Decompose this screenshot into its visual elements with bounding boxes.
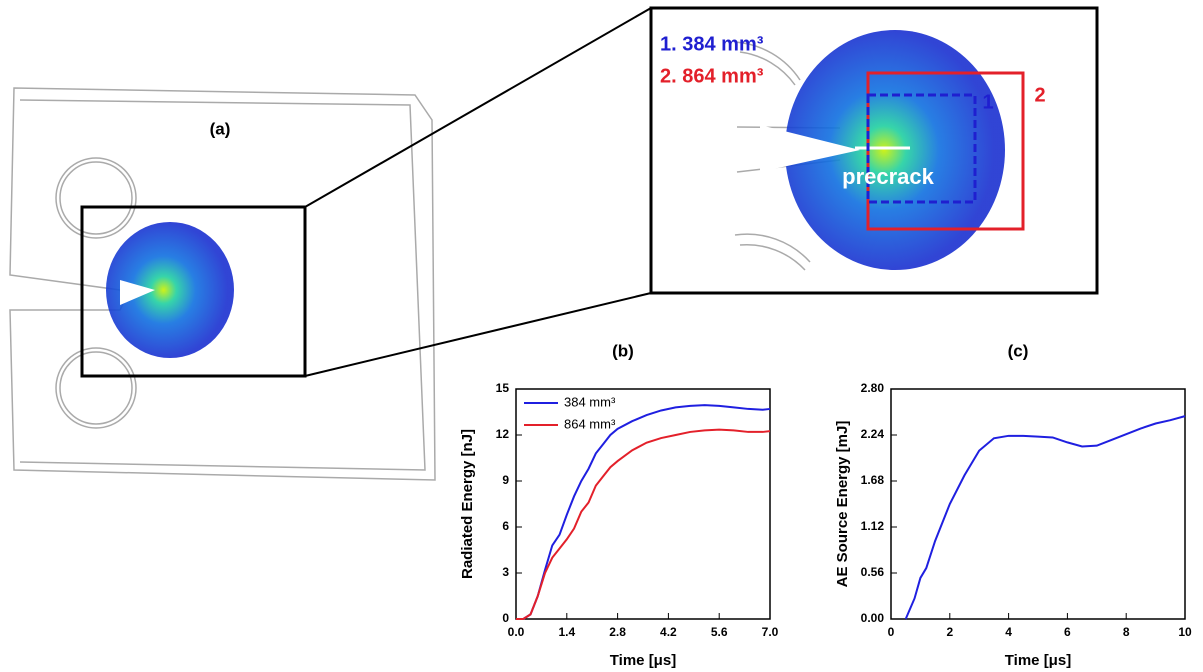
y-tick-label: 0.00 xyxy=(861,611,885,625)
y-axis-label: Radiated Energy [nJ] xyxy=(459,429,476,579)
y-tick-label: 0.56 xyxy=(861,565,885,579)
chart-title: (b) xyxy=(612,341,634,360)
blob xyxy=(106,222,234,358)
y-tick-label: 2.80 xyxy=(861,381,885,395)
y-tick-label: 1.68 xyxy=(861,473,885,487)
x-tick-label: 6 xyxy=(1064,625,1071,639)
x-tick-label: 1.4 xyxy=(558,625,575,639)
volume-1: 1. 384 mm³ xyxy=(660,33,764,55)
x-tick-label: 7.0 xyxy=(762,625,779,639)
x-tick-label: 4 xyxy=(1005,625,1012,639)
x-tick-label: 5.6 xyxy=(711,625,728,639)
zoom-line xyxy=(304,292,652,377)
legend-label: 384 mm³ xyxy=(564,394,616,409)
plot-frame xyxy=(515,388,771,620)
x-tick-label: 0 xyxy=(888,625,895,639)
zoom-blob xyxy=(785,30,1005,270)
panel-a-label: (a) xyxy=(210,119,231,138)
y-tick-label: 9 xyxy=(502,473,509,487)
zoom-box xyxy=(80,205,307,378)
volume-2: 2. 864 mm³ xyxy=(660,65,764,87)
x-axis-label: Time [μs] xyxy=(1005,652,1071,669)
data-line xyxy=(516,428,771,620)
region-1 xyxy=(866,93,977,204)
notch xyxy=(120,280,155,305)
y-tick-label: 15 xyxy=(496,381,510,395)
y-tick-label: 2.24 xyxy=(861,427,885,441)
x-tick-label: 10 xyxy=(1178,625,1192,639)
x-tick-label: 4.2 xyxy=(660,625,677,639)
chart-title: (c) xyxy=(1008,341,1029,360)
y-tick-label: 0 xyxy=(502,611,509,625)
region-1-label: 1 xyxy=(982,91,993,113)
data-line xyxy=(516,404,771,620)
y-tick-label: 6 xyxy=(502,519,509,533)
plot-frame xyxy=(890,388,1186,620)
y-tick-label: 12 xyxy=(496,427,510,441)
x-tick-label: 2 xyxy=(946,625,953,639)
x-tick-label: 0.0 xyxy=(508,625,525,639)
x-tick-label: 8 xyxy=(1123,625,1130,639)
region-2-label: 2 xyxy=(1034,84,1045,106)
x-tick-label: 2.8 xyxy=(609,625,626,639)
x-axis-label: Time [μs] xyxy=(610,652,676,669)
y-axis-label: AE Source Energy [mJ] xyxy=(834,421,851,588)
legend-label: 864 mm³ xyxy=(564,416,616,431)
data-line xyxy=(904,415,1186,620)
zoom-notch xyxy=(760,125,860,172)
y-tick-label: 3 xyxy=(502,565,509,579)
zoom-line xyxy=(304,7,652,208)
precrack-label: precrack xyxy=(842,164,935,189)
y-tick-label: 1.12 xyxy=(861,519,885,533)
